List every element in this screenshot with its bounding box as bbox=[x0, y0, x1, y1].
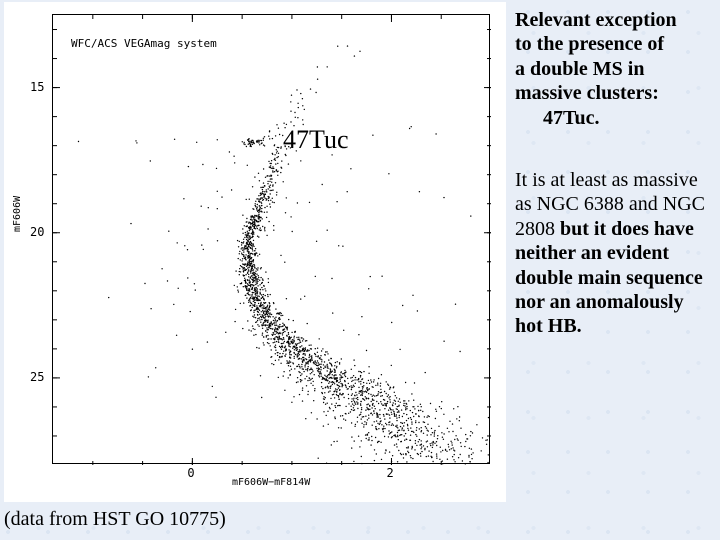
annotation-text: Relevant exception to the presence of a … bbox=[515, 8, 713, 339]
ytick: 20 bbox=[30, 225, 44, 239]
xtick: 0 bbox=[187, 466, 194, 480]
para1: Relevant exception to the presence of a … bbox=[515, 8, 713, 130]
ytick: 25 bbox=[30, 370, 44, 384]
data-source-caption: (data from HST GO 10775) bbox=[4, 508, 226, 531]
para2: It is at least as massive as NGC 6388 an… bbox=[515, 168, 713, 339]
ytick: 15 bbox=[30, 80, 44, 94]
p1l3: a double MS in bbox=[515, 58, 644, 80]
p1l4: massive clusters: bbox=[515, 82, 659, 104]
plot-frame: WFC/ACS VEGAmag system 47Tuc bbox=[52, 14, 490, 464]
x-axis-label: mF606W−mF814W bbox=[232, 477, 310, 488]
p1l2: to the presence of bbox=[515, 33, 664, 55]
p1last: 47Tuc. bbox=[515, 106, 600, 130]
xtick: 2 bbox=[386, 466, 393, 480]
p1l1: Relevant exception bbox=[515, 9, 677, 31]
scatter-plot bbox=[53, 15, 491, 465]
y-axis-label: mF606W bbox=[12, 196, 23, 232]
cmd-chart: WFC/ACS VEGAmag system 47Tuc mF606W mF60… bbox=[4, 2, 506, 502]
